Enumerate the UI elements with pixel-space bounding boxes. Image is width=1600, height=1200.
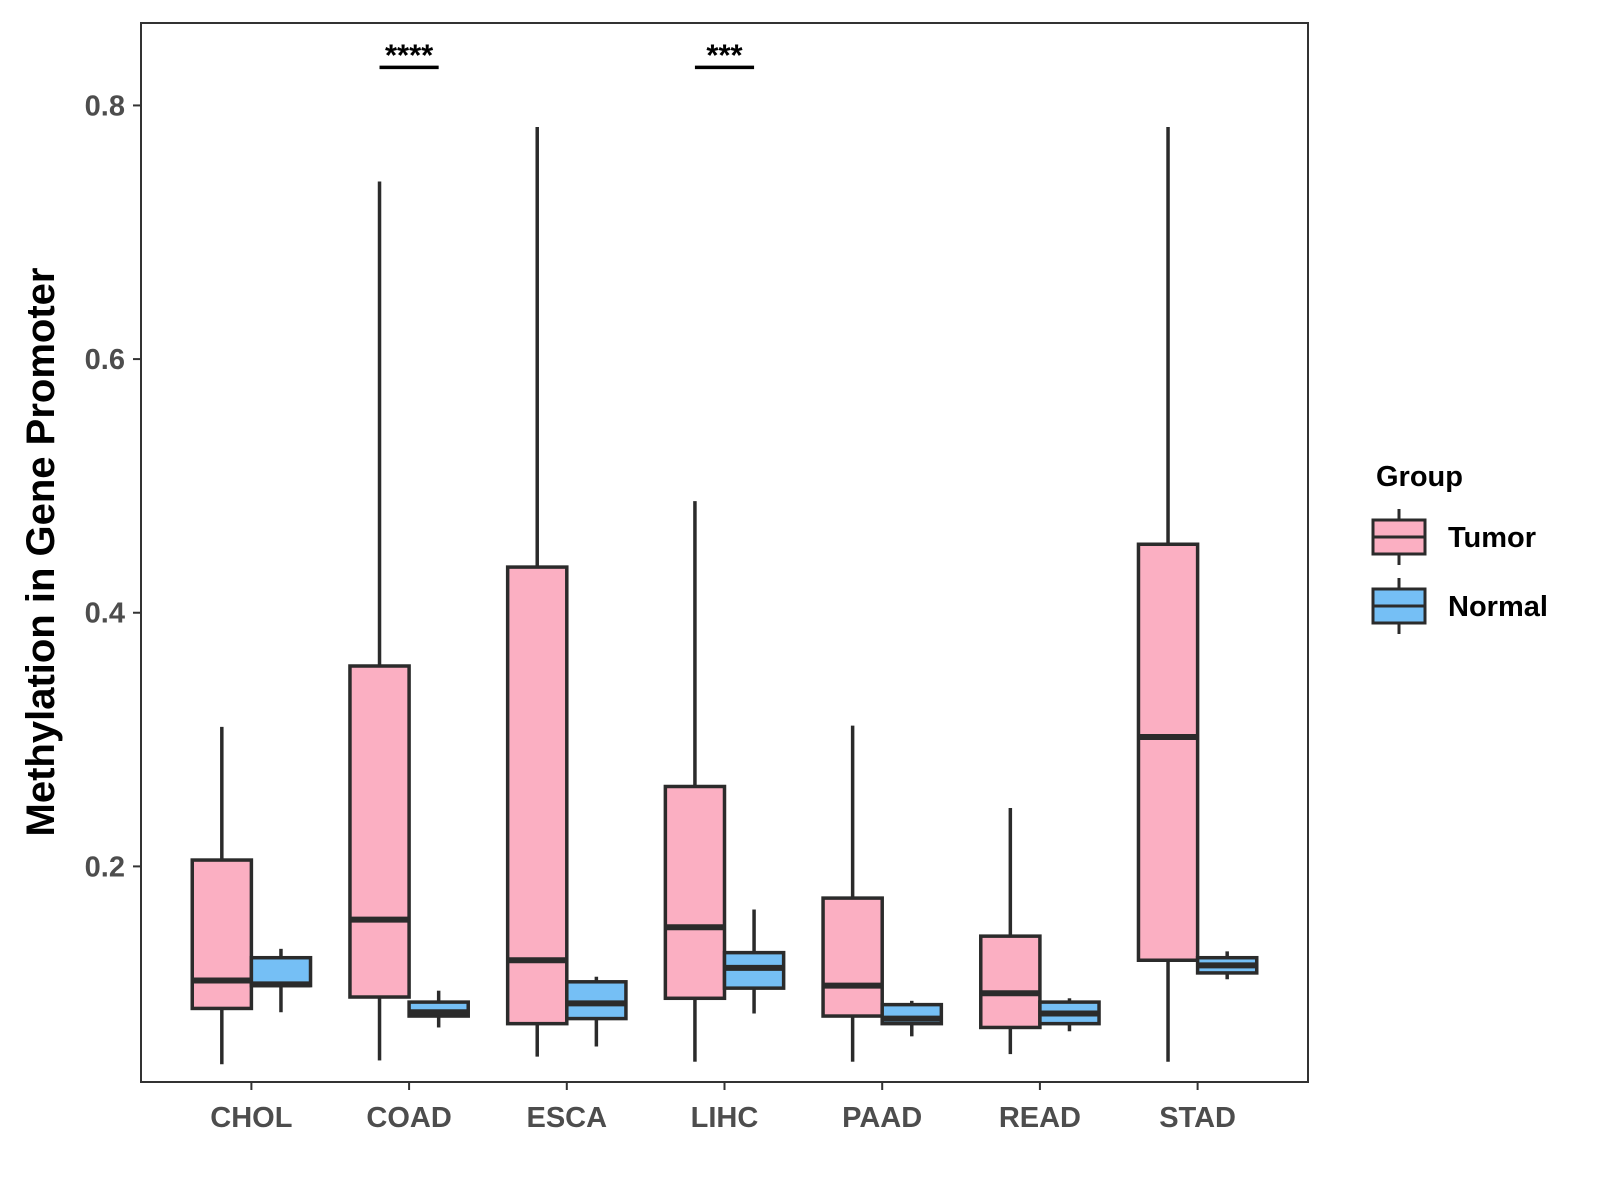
box-iqr	[1136, 542, 1200, 962]
box-iqr	[565, 980, 628, 1021]
legend-entry-tumor: Tumor	[1371, 509, 1536, 565]
y-tick-label: 0.2	[85, 851, 125, 883]
box-normal-chol	[249, 948, 313, 1013]
box-normal-coad	[407, 990, 470, 1028]
x-tick-label: PAAD	[842, 1102, 922, 1134]
boxplots	[190, 126, 1259, 1065]
box-iqr	[663, 784, 727, 1001]
significance-annotations: **** ***	[379, 37, 755, 72]
x-tick-label: READ	[999, 1102, 1081, 1134]
legend: Group Tumor Normal	[1371, 461, 1548, 634]
legend-label: Normal	[1448, 591, 1548, 623]
x-axis: CHOL COAD ESCA LIHC PAAD READ STAD	[210, 1082, 1236, 1134]
box-tumor-esca	[505, 126, 569, 1057]
box-tumor-coad	[348, 181, 411, 1061]
y-axis-title: Methylation in Gene Promoter	[19, 268, 63, 837]
x-tick-label: CHOL	[210, 1102, 292, 1134]
significance-label: ***	[706, 37, 743, 72]
box-normal-read	[1038, 998, 1101, 1032]
x-tick-label: COAD	[366, 1102, 451, 1134]
box-normal-lihc	[722, 909, 786, 1014]
y-axis: 0.2 0.4 0.6 0.8	[85, 90, 141, 883]
box-tumor-read	[979, 808, 1042, 1055]
box-tumor-paad	[821, 725, 884, 1062]
box-normal-esca	[565, 976, 628, 1047]
box-iqr	[249, 955, 313, 988]
legend-title: Group	[1376, 461, 1463, 493]
box-iqr	[348, 664, 411, 999]
box-tumor-lihc	[663, 501, 727, 1062]
box-tumor-stad	[1136, 126, 1200, 1062]
x-tick-label: ESCA	[527, 1102, 608, 1134]
box-iqr	[190, 858, 254, 1011]
box-iqr	[505, 565, 569, 1026]
box-normal-stad	[1195, 951, 1259, 980]
x-tick-label: LIHC	[691, 1102, 759, 1134]
y-tick-label: 0.6	[85, 344, 125, 376]
box-iqr	[821, 896, 884, 1018]
y-tick-label: 0.8	[85, 90, 125, 122]
box-tumor-chol	[190, 726, 254, 1065]
x-tick-label: STAD	[1159, 1102, 1236, 1134]
y-tick-label: 0.4	[85, 598, 125, 630]
box-iqr	[979, 934, 1042, 1030]
box-normal-paad	[880, 1000, 944, 1037]
significance-label: ****	[385, 37, 434, 72]
legend-entry-normal: Normal	[1371, 578, 1548, 634]
legend-label: Tumor	[1448, 522, 1536, 554]
